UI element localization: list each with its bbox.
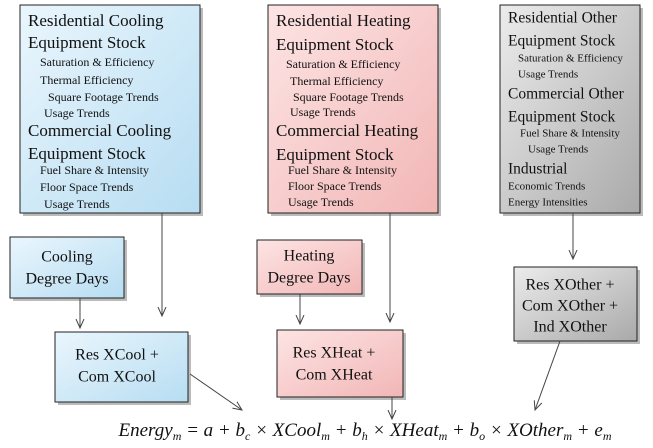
box-line: Fuel Share & Intensity — [288, 163, 397, 177]
box-line: Fuel Share & Intensity — [520, 128, 620, 140]
box-line: Usage Trends — [290, 105, 356, 119]
box — [9, 236, 125, 299]
box — [267, 4, 439, 214]
box-line: Com XOther + — [522, 298, 618, 315]
box-line: Floor Space Trends — [288, 179, 382, 193]
box-line: Equipment Stock — [508, 109, 615, 126]
box-line: Commercial Heating — [276, 121, 419, 140]
box — [513, 266, 638, 342]
box-line: Square Footage Trends — [48, 90, 159, 104]
box-line: Commercial Other — [508, 86, 625, 103]
box-line: Res XOther + — [525, 277, 614, 294]
box-line: Energy Intensities — [508, 197, 588, 209]
box-line: Usage Trends — [518, 69, 578, 81]
box-line: Industrial — [508, 161, 567, 178]
box-line: Fuel Share & Intensity — [40, 163, 149, 177]
box — [276, 329, 404, 398]
box-line: Com XCool — [78, 369, 156, 386]
box — [54, 331, 189, 403]
box-line: Degree Days — [25, 271, 108, 288]
box-line: Economic Trends — [508, 181, 585, 193]
box-line: Com XHeat — [296, 367, 373, 384]
box-line: Residential Other — [508, 10, 618, 27]
box-line: Thermal Efficiency — [290, 74, 383, 88]
equation-term: + e — [572, 420, 603, 441]
equation-subscript: m — [439, 429, 448, 443]
box-line: Thermal Efficiency — [40, 73, 133, 87]
box-line: Saturation & Efficiency — [286, 57, 400, 71]
box-line: Usage Trends — [44, 106, 110, 120]
box-line: Saturation & Efficiency — [518, 53, 623, 65]
box-line: Commercial Cooling — [28, 121, 172, 140]
box-line: Res XHeat + — [293, 345, 376, 362]
box-line: Res XCool + — [75, 347, 159, 364]
equation-term: = a + b — [181, 420, 245, 441]
equation-term: Energy — [118, 420, 174, 441]
box-line: Usage Trends — [44, 197, 110, 211]
equation-term: + b — [447, 420, 479, 441]
equation-term: × XCool — [250, 420, 321, 441]
equation-subscript: m — [563, 429, 572, 443]
equation-subscript: h — [362, 429, 368, 443]
box-line: Square Footage Trends — [293, 90, 404, 104]
equation-term: × XOther — [485, 420, 564, 441]
box — [499, 4, 641, 214]
box-line: Equipment Stock — [28, 33, 146, 52]
equation: Energym = a + bc × XCoolm + bh × XHeatm … — [118, 420, 612, 442]
box — [256, 239, 363, 295]
box-line: Saturation & Efficiency — [40, 55, 154, 69]
box-line: Ind XOther — [533, 319, 607, 336]
box-line: Equipment Stock — [276, 35, 394, 54]
equation-subscript: m — [321, 429, 330, 443]
box-line: Residential Cooling — [28, 11, 164, 30]
equation-subscript: m — [603, 429, 612, 443]
equation-subscript: m — [173, 429, 182, 443]
arrows — [80, 213, 573, 419]
box-line: Floor Space Trends — [40, 180, 134, 194]
box-line: Equipment Stock — [508, 33, 615, 50]
box-line: Equipment Stock — [28, 144, 146, 163]
box-line: Degree Days — [267, 270, 350, 287]
equation-subscript: c — [245, 429, 251, 443]
box-line: Equipment Stock — [276, 145, 394, 164]
box — [19, 4, 201, 214]
equation-term: + b — [330, 420, 362, 441]
equation-term: × XHeat — [368, 420, 440, 441]
box-line: Heating — [284, 248, 335, 265]
box-line: Usage Trends — [528, 144, 588, 156]
box-line: Cooling — [41, 249, 93, 266]
box-line: Usage Trends — [288, 195, 354, 209]
box-line: Residential Heating — [276, 11, 411, 30]
equation-subscript: o — [479, 429, 485, 443]
